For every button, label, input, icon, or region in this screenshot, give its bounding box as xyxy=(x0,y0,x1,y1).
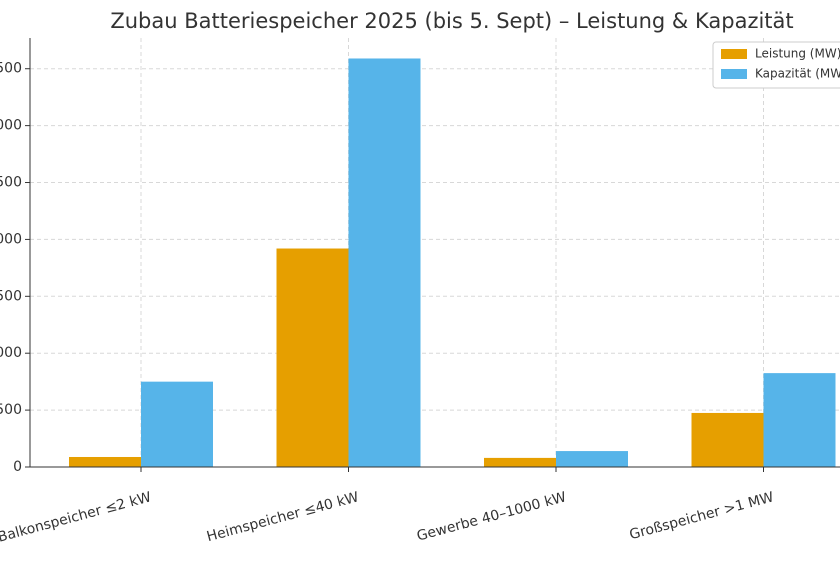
chart-title: Zubau Batteriespeicher 2025 (bis 5. Sept… xyxy=(110,9,793,33)
bar xyxy=(141,381,213,467)
x-tick-label: Gewerbe 40–1000 kW xyxy=(415,489,568,544)
bar xyxy=(763,373,836,467)
y-tick-label: 0 xyxy=(13,459,22,475)
y-tick-label: 1000 xyxy=(0,345,22,361)
bar xyxy=(69,456,141,467)
legend-swatch xyxy=(721,69,747,79)
bar xyxy=(556,451,628,467)
y-tick-label: 500 xyxy=(0,402,22,418)
bar xyxy=(348,58,421,467)
x-tick-label: Balkonspeicher ≤2 kW xyxy=(0,489,153,545)
x-tick-label: Heimspeicher ≤40 kW xyxy=(205,489,361,545)
legend-swatch xyxy=(721,49,747,59)
legend-label: Kapazität (MWh) xyxy=(755,67,840,81)
y-tick-label: 1500 xyxy=(0,288,22,304)
bar xyxy=(276,248,349,467)
y-tick-label: 3000 xyxy=(0,118,22,134)
legend-label: Leistung (MW) xyxy=(755,47,840,61)
bar xyxy=(484,457,556,467)
y-tick-label: 2000 xyxy=(0,231,22,247)
bar xyxy=(691,412,764,467)
y-tick-label: 2500 xyxy=(0,175,22,191)
x-tick-label: Großspeicher >1 MW xyxy=(628,489,776,543)
y-tick-label: 3500 xyxy=(0,61,22,77)
